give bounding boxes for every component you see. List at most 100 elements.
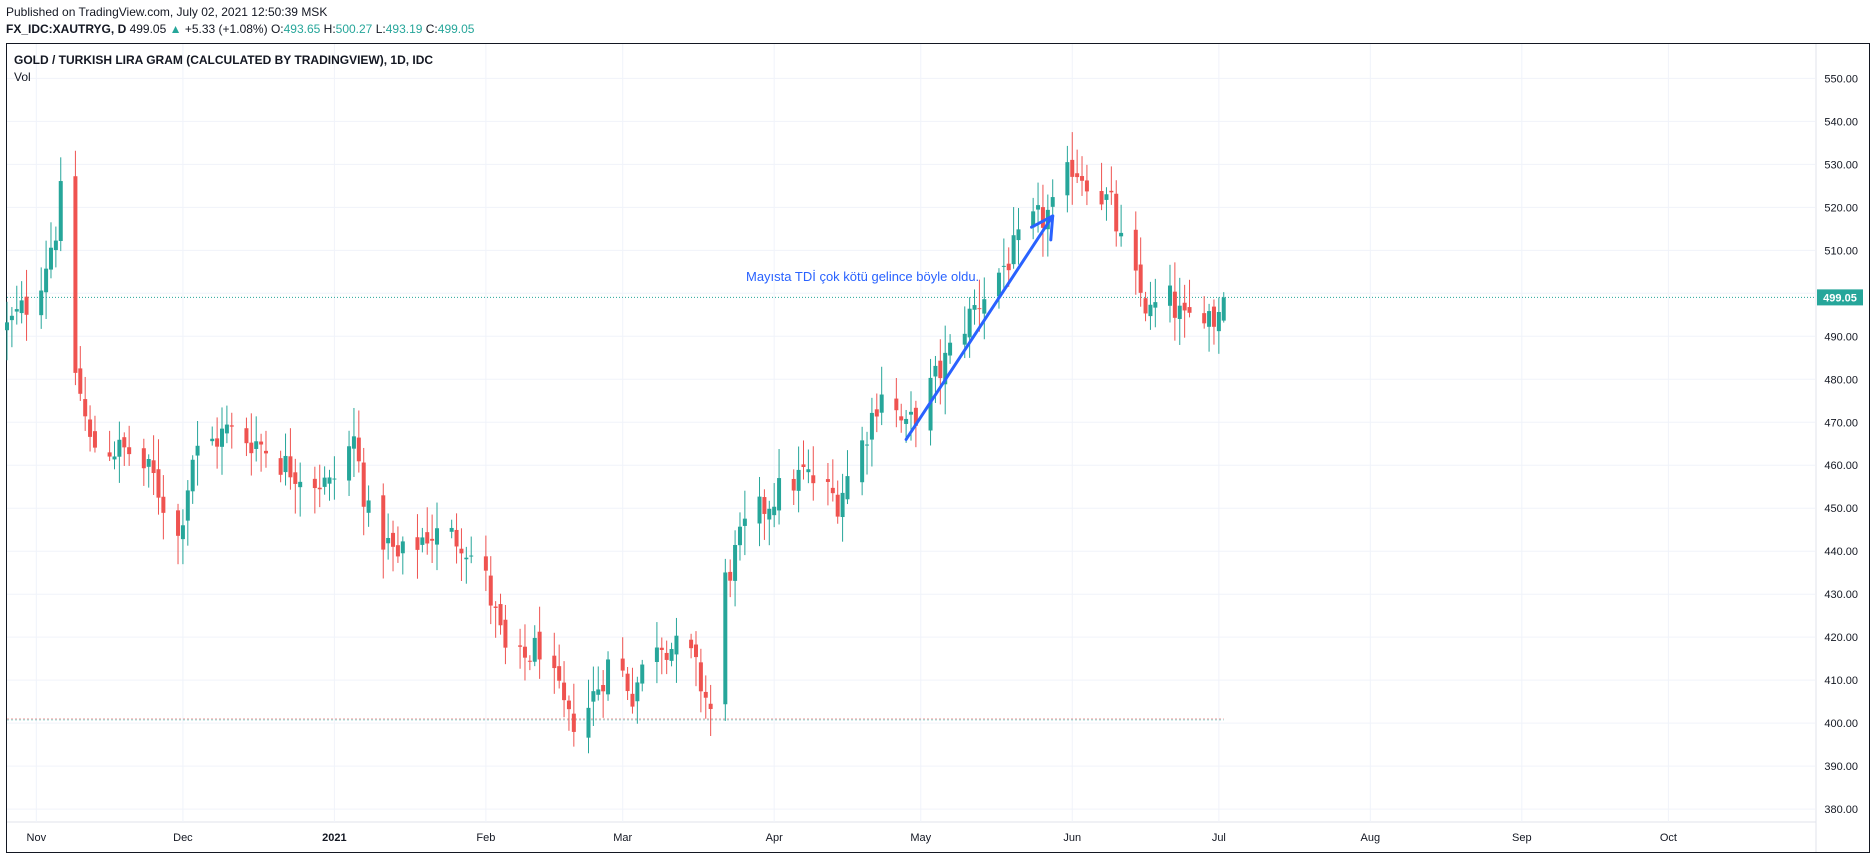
- candle-body: [625, 673, 630, 692]
- candle-body: [263, 450, 268, 454]
- candle: [322, 466, 327, 495]
- candle: [332, 456, 337, 500]
- candle: [1138, 237, 1143, 307]
- y-tick-label: 450.00: [1824, 503, 1858, 515]
- candle-body: [469, 555, 474, 557]
- candle: [869, 397, 874, 467]
- candle-body: [454, 529, 459, 547]
- candle: [1114, 180, 1119, 247]
- candle: [259, 433, 264, 472]
- y-tick-label: 510.00: [1824, 245, 1858, 257]
- candle-body: [1080, 176, 1085, 181]
- candle-body: [317, 487, 322, 490]
- candle: [415, 514, 420, 579]
- candle-body: [141, 448, 146, 469]
- candle-body: [874, 409, 879, 417]
- candle-body: [420, 537, 425, 545]
- open-label: O:: [270, 22, 284, 36]
- candle: [845, 450, 850, 505]
- candle-body: [703, 691, 708, 698]
- candle-body: [112, 456, 117, 460]
- candle: [117, 421, 122, 483]
- candle: [757, 476, 762, 547]
- candle-body: [772, 506, 777, 516]
- candle-body: [127, 447, 132, 455]
- candle: [361, 447, 366, 536]
- candle: [1080, 156, 1085, 196]
- candle-body: [14, 309, 19, 312]
- candle: [1133, 211, 1138, 295]
- candle: [503, 604, 508, 665]
- candle-body: [532, 637, 537, 662]
- candle-body: [483, 556, 488, 571]
- candle: [1084, 164, 1089, 206]
- candle-body: [522, 646, 527, 658]
- candle: [53, 226, 58, 268]
- candle-body: [78, 368, 83, 394]
- candle: [938, 339, 943, 405]
- chart-frame: [6, 43, 1870, 853]
- candle-body: [601, 685, 606, 692]
- candle: [1016, 208, 1021, 265]
- candle-body: [180, 525, 185, 540]
- x-tick-label: Sep: [1512, 832, 1532, 844]
- candle: [630, 667, 635, 714]
- candle: [625, 667, 630, 701]
- candle-body: [962, 333, 967, 345]
- candle-body: [606, 659, 611, 695]
- candle-body: [1065, 162, 1070, 196]
- candle: [552, 632, 557, 694]
- candle-body: [791, 478, 796, 491]
- candle-body: [777, 478, 782, 511]
- candle: [141, 438, 146, 486]
- candle-body: [39, 290, 44, 316]
- candle-body: [723, 572, 728, 705]
- candle-body: [894, 398, 899, 411]
- candle: [1177, 277, 1182, 345]
- candle-body: [249, 442, 254, 454]
- open-value: 493.65: [283, 22, 321, 36]
- candle: [469, 536, 474, 564]
- y-tick-label: 440.00: [1824, 546, 1858, 558]
- candle-body: [693, 644, 698, 658]
- candle: [263, 430, 268, 468]
- candle-body: [298, 481, 303, 488]
- candle: [835, 480, 840, 524]
- candle: [156, 439, 161, 515]
- candle: [874, 393, 879, 433]
- candle: [381, 483, 386, 579]
- candle-body: [435, 528, 440, 545]
- volume-legend-label: Vol: [14, 70, 31, 84]
- candle: [420, 527, 425, 553]
- candle: [185, 480, 190, 546]
- y-tick-label: 460.00: [1824, 460, 1858, 472]
- candle: [830, 459, 835, 502]
- trend-arrow-line: [904, 214, 1055, 441]
- candle-body: [1182, 302, 1187, 311]
- candle-body: [1167, 285, 1172, 306]
- candle: [894, 378, 899, 428]
- candle: [9, 307, 14, 348]
- x-tick-label: 2021: [322, 832, 346, 844]
- candle-body: [391, 532, 396, 547]
- candle-body: [1109, 190, 1114, 193]
- candle: [708, 684, 713, 736]
- candle: [601, 670, 606, 718]
- candle: [78, 346, 83, 401]
- candle: [762, 489, 767, 540]
- candle-body: [278, 458, 283, 475]
- candle-body: [190, 459, 195, 492]
- candle: [737, 512, 742, 561]
- candle-body: [156, 469, 161, 498]
- candle: [83, 376, 88, 431]
- candle: [1172, 262, 1177, 341]
- candle: [1202, 296, 1207, 329]
- candle-body: [591, 691, 596, 702]
- candle: [806, 449, 811, 484]
- candle: [723, 558, 728, 721]
- candle-body: [9, 315, 14, 321]
- y-tick-label: 520.00: [1824, 202, 1858, 214]
- candle-body: [332, 478, 337, 480]
- candle-body: [425, 532, 430, 544]
